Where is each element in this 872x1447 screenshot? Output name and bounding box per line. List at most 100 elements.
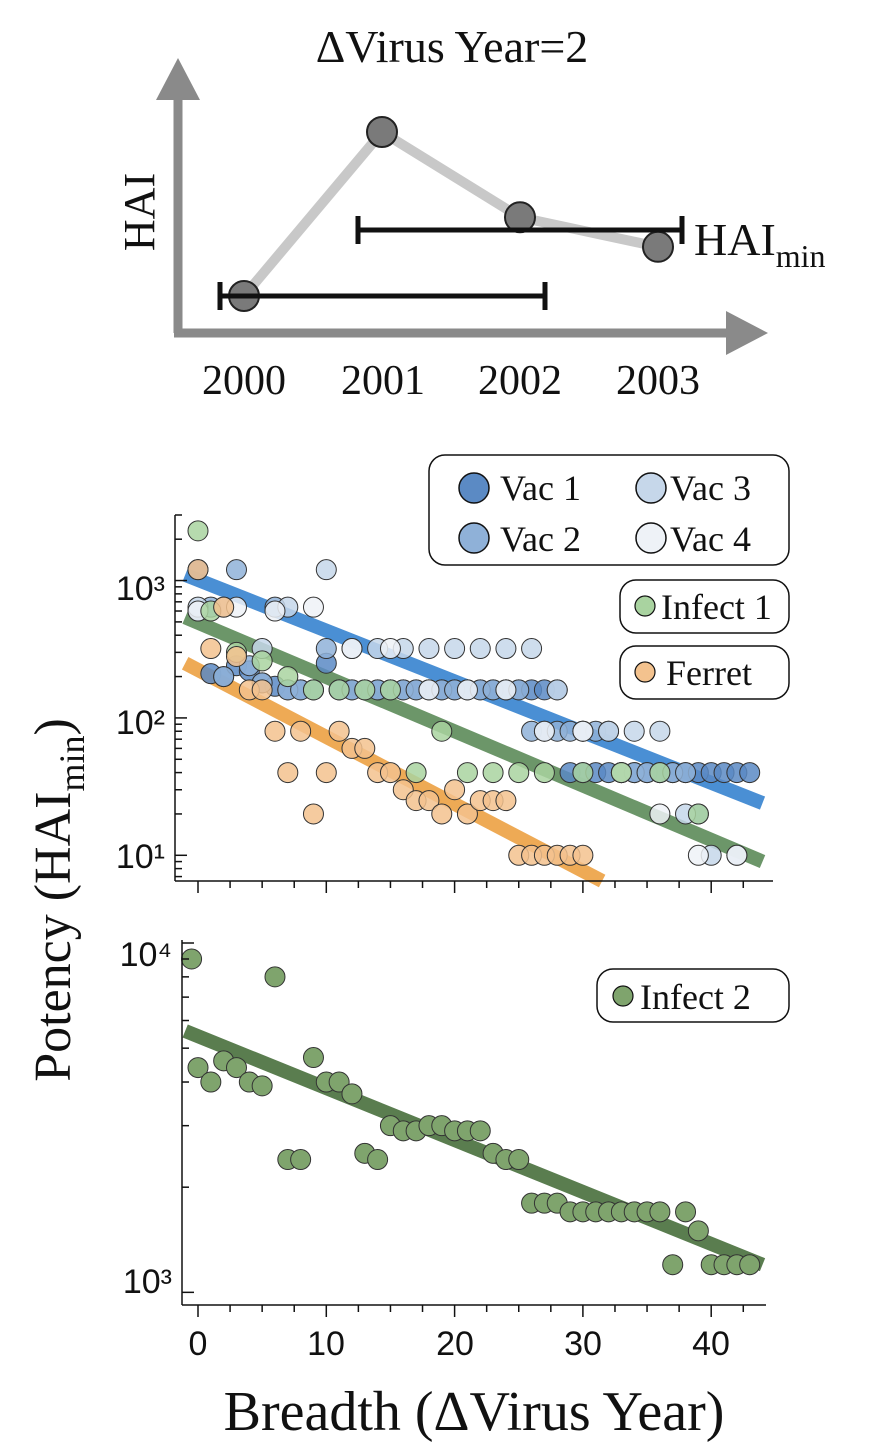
data-point <box>572 844 594 866</box>
legend-label-vac-3: Vac 3 <box>670 468 751 508</box>
data-point <box>341 638 363 660</box>
data-point <box>200 638 222 660</box>
data-point <box>739 762 761 784</box>
data-point <box>418 638 440 660</box>
data-point <box>264 966 286 988</box>
data-point <box>225 645 247 667</box>
data-point <box>662 1254 684 1276</box>
legend-infect-2: Infect 2 <box>596 968 790 1023</box>
data-point <box>521 638 543 660</box>
data-point <box>508 762 530 784</box>
data-point <box>675 762 697 784</box>
potency-axis-label: Potency (HAImin) <box>25 718 92 1082</box>
schematic-point <box>366 116 398 148</box>
data-point <box>649 720 671 742</box>
legend-marker-ferret <box>634 661 656 683</box>
data-point <box>482 762 504 784</box>
legend-infect-1: Infect 1 <box>619 579 790 634</box>
legend-label-ferret: Ferret <box>666 653 752 693</box>
data-point <box>341 1083 363 1105</box>
data-point <box>379 638 401 660</box>
y-tick-label: 10¹ <box>116 838 165 876</box>
data-point <box>367 1149 389 1171</box>
schematic-point <box>642 230 674 263</box>
legend-marker-vac-4 <box>635 522 667 554</box>
range-bar-lower <box>217 282 548 310</box>
data-point <box>456 762 478 784</box>
y-tick-label: 10⁴ <box>120 936 172 974</box>
data-point <box>726 844 748 866</box>
middle-ticks <box>175 514 745 893</box>
data-point <box>187 559 209 581</box>
legend-label-vac-4: Vac 4 <box>670 519 751 559</box>
legend-marker-infect-1 <box>634 595 656 617</box>
data-point <box>277 762 299 784</box>
schematic-year-label: 2003 <box>616 358 700 404</box>
data-point <box>649 762 671 784</box>
data-point <box>495 790 517 812</box>
data-point <box>469 1120 491 1142</box>
data-point <box>444 779 466 801</box>
data-point <box>649 1201 671 1223</box>
hai-min-label: HAImin <box>694 214 826 274</box>
fit-line <box>182 1024 766 1272</box>
legend-label-infect-1: Infect 1 <box>661 587 772 627</box>
x-tick-label: 0 <box>189 1325 208 1363</box>
data-point <box>277 666 299 688</box>
data-point <box>687 1220 709 1242</box>
data-point <box>687 803 709 825</box>
bottom-fit-lines <box>182 1024 766 1272</box>
data-point <box>431 720 453 742</box>
range-bar-upper <box>355 216 685 244</box>
data-point <box>354 679 376 701</box>
data-point <box>328 679 350 701</box>
data-point <box>225 1057 247 1079</box>
data-point <box>379 679 401 701</box>
legend-marker-vac-2 <box>458 522 490 554</box>
data-point <box>495 679 517 701</box>
data-point <box>251 679 273 701</box>
schematic-year-label: 2000 <box>202 358 286 404</box>
legend-ferret: Ferret <box>619 645 790 700</box>
data-point <box>649 803 671 825</box>
schematic-trend <box>228 116 674 312</box>
schematic-year-label: 2002 <box>478 358 562 404</box>
middle-points <box>187 520 761 866</box>
schematic-hai-line <box>240 127 660 300</box>
schematic-year-label: 2001 <box>341 358 425 404</box>
data-point <box>431 803 453 825</box>
schematic-title: ΔVirus Year=2 <box>316 21 589 72</box>
bottom-points <box>181 948 761 1276</box>
legend-vac: Vac 1 Vac 3 Vac 2 Vac 4 <box>428 454 790 566</box>
x-tick-label: 20 <box>436 1325 474 1363</box>
data-point <box>264 600 286 622</box>
data-point <box>675 1201 697 1223</box>
data-point <box>418 679 440 701</box>
data-point <box>687 844 709 866</box>
data-point <box>225 559 247 581</box>
data-point <box>456 679 478 701</box>
data-point <box>302 1047 324 1069</box>
data-point <box>302 679 324 701</box>
data-point <box>469 638 491 660</box>
legend-marker-vac-3 <box>635 472 667 504</box>
data-point <box>354 737 376 759</box>
data-point <box>251 650 273 672</box>
schematic-panel: ΔVirus Year=2 HAI 2000 2001 2002 2003 HA… <box>115 21 826 404</box>
schematic-y-arrowhead <box>156 58 200 100</box>
data-point <box>598 720 620 742</box>
data-point <box>187 1057 209 1079</box>
data-point <box>315 762 337 784</box>
data-point <box>418 790 440 812</box>
breadth-axis-label: Breadth (ΔVirus Year) <box>224 1381 725 1443</box>
data-point <box>572 720 594 742</box>
x-tick-label: 40 <box>692 1325 730 1363</box>
legend-label-infect-2: Infect 2 <box>640 977 751 1017</box>
data-point <box>572 762 594 784</box>
data-point <box>546 679 568 701</box>
data-point <box>508 1149 530 1171</box>
data-point <box>405 762 427 784</box>
data-point <box>495 638 517 660</box>
legend-label-vac-2: Vac 2 <box>500 519 581 559</box>
